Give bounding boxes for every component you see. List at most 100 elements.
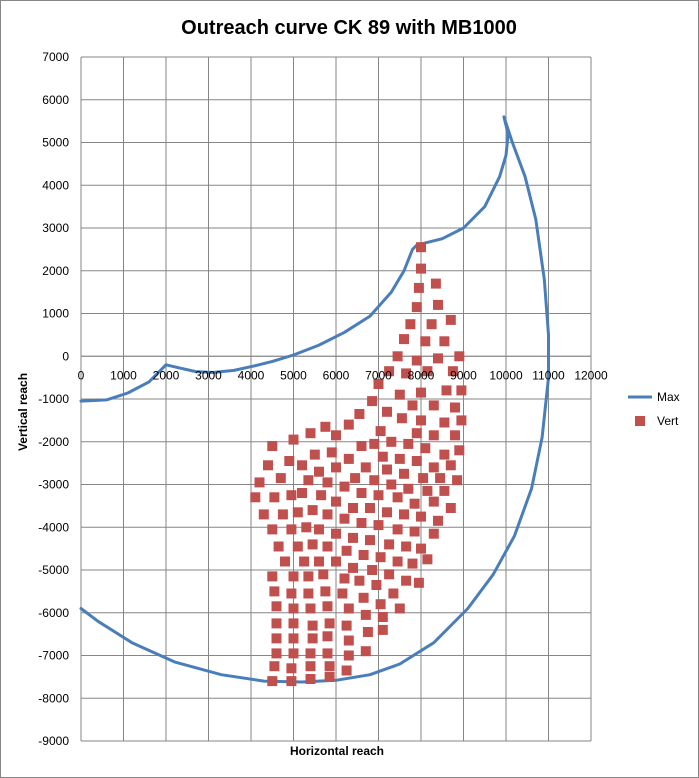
vert-point <box>305 674 316 684</box>
legend-vert-swatch <box>635 416 645 426</box>
vert-point <box>411 456 422 466</box>
y-tick-label: -9000 <box>38 734 69 748</box>
vert-point <box>392 492 403 503</box>
vert-point <box>305 648 316 659</box>
vert-point <box>399 509 409 520</box>
vert-point <box>269 661 280 672</box>
vert-point <box>360 646 371 657</box>
vert-point <box>297 460 307 471</box>
vert-point <box>369 438 380 449</box>
vert-point <box>303 475 314 486</box>
vert-point <box>288 434 299 445</box>
vert-point <box>324 661 335 672</box>
vert-point <box>439 336 450 347</box>
vert-point <box>339 481 350 492</box>
vert-point <box>360 462 371 473</box>
vert-point <box>343 650 354 661</box>
vert-point <box>320 586 331 597</box>
vert-point <box>409 526 420 537</box>
vert-point <box>373 490 384 501</box>
y-tick-label: 4000 <box>42 178 69 192</box>
vert-point <box>360 609 371 620</box>
vert-point <box>428 528 439 539</box>
y-tick-label: 2000 <box>42 264 69 278</box>
vert-point <box>384 539 395 550</box>
vert-point <box>373 520 384 531</box>
vert-point <box>382 507 392 518</box>
vert-point <box>288 571 299 582</box>
vert-point <box>452 475 463 486</box>
vert-point <box>416 242 426 253</box>
vert-point <box>394 453 405 464</box>
vert-point <box>314 556 324 567</box>
vert-point <box>286 490 297 501</box>
vert-point <box>428 400 439 411</box>
vert-point <box>435 473 446 484</box>
vert-point <box>288 618 299 629</box>
vert-point <box>430 278 441 289</box>
vert-point <box>392 556 403 567</box>
vert-point <box>441 385 452 396</box>
vert-point <box>365 503 375 513</box>
vert-point <box>377 612 388 622</box>
vert-point <box>413 577 424 588</box>
vert-point <box>250 492 261 503</box>
vert-point <box>396 413 407 424</box>
x-tick-label: 6000 <box>323 368 350 382</box>
vert-point <box>331 528 341 539</box>
x-tick-label: 11000 <box>532 368 565 382</box>
vert-point <box>269 586 280 597</box>
x-tick-label: 3000 <box>195 368 222 382</box>
y-tick-label: 1000 <box>42 307 69 321</box>
vert-point <box>445 460 456 471</box>
vert-point <box>384 569 395 580</box>
vert-point <box>384 366 395 377</box>
vert-point <box>307 539 318 550</box>
vert-point <box>382 464 392 475</box>
vert-point <box>401 368 412 379</box>
vert-point <box>273 541 284 552</box>
vert-point <box>450 402 460 413</box>
vert-point <box>369 475 380 486</box>
x-tick-label: 1000 <box>110 368 137 382</box>
vert-point <box>324 618 335 629</box>
vert-point <box>382 406 392 417</box>
vert-point <box>339 513 350 524</box>
vert-point <box>292 541 303 552</box>
tick-labels: 70006000500040003000200010000-1000-2000-… <box>38 50 608 748</box>
vert-point <box>331 556 341 567</box>
y-tick-label: -8000 <box>38 691 69 705</box>
vert-point <box>433 515 443 526</box>
x-tick-label: 8000 <box>408 368 435 382</box>
vert-point <box>386 479 397 490</box>
vert-point <box>358 592 369 603</box>
vert-point <box>307 505 318 516</box>
vert-point <box>307 633 318 644</box>
vert-point <box>288 633 299 644</box>
vert-point <box>271 633 282 644</box>
y-tick-label: 3000 <box>42 221 69 235</box>
vert-point <box>286 588 297 599</box>
vert-point <box>367 396 378 407</box>
vert-point <box>263 460 273 471</box>
vert-point <box>456 385 467 396</box>
vert-point <box>271 648 282 659</box>
x-axis-title: Horizontal reach <box>290 744 384 758</box>
vert-point <box>280 556 290 567</box>
vert-point <box>403 483 414 494</box>
vert-point <box>314 524 324 535</box>
vert-point <box>371 580 382 590</box>
legend-vert-label: Vert <box>657 414 679 428</box>
vert-point <box>322 509 333 520</box>
vert-point <box>416 511 426 522</box>
vert-point <box>269 492 280 503</box>
vert-point <box>343 635 354 646</box>
vert-point <box>318 569 329 580</box>
vert-point <box>422 485 433 496</box>
vert-point <box>267 441 278 451</box>
vert-point <box>416 263 426 274</box>
vert-point <box>356 441 367 451</box>
legend: Max Vert <box>628 390 680 428</box>
vert-point <box>450 430 460 441</box>
